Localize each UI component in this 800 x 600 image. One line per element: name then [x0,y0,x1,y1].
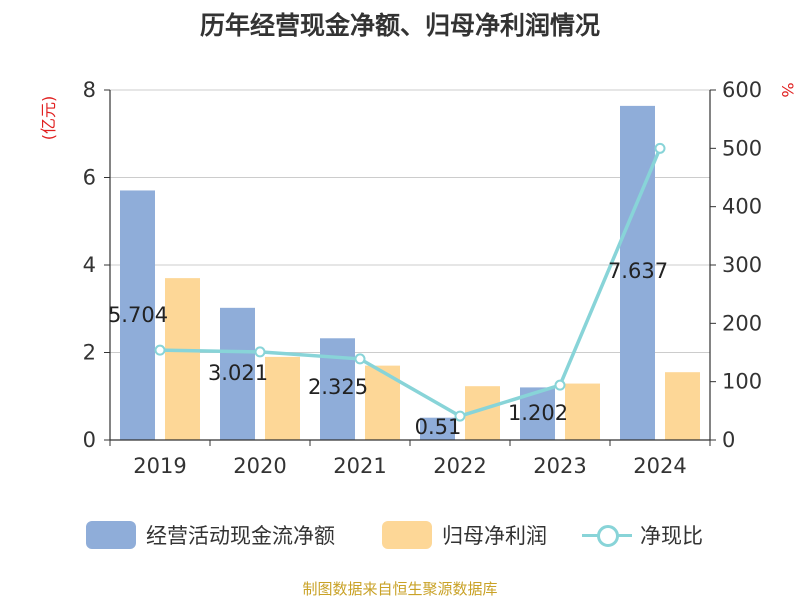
bar-cashflow [120,190,155,440]
right-tick-label: 200 [722,311,762,335]
right-tick-label: 500 [722,136,762,160]
data-label-cashflow: 7.637 [608,259,668,283]
ratio-point [354,353,366,365]
bar-cashflow [220,307,255,440]
legend-swatch-cashflow [86,521,136,549]
legend-item-cashflow[interactable]: 经营活动现金流净额 [86,518,335,552]
x-tick-label: 2021 [333,454,386,478]
x-tick-label: 2020 [233,454,286,478]
x-tick-label: 2022 [433,454,486,478]
left-axis-unit: (亿元) [39,96,58,141]
ratio-point [654,142,666,154]
data-label-cashflow: 0.51 [415,415,462,439]
data-label-cashflow: 1.202 [508,401,568,425]
data-labels: 5.704 3.021 2.325 0.51 1.202 7.637 [108,259,668,439]
bar-cashflow [420,417,455,440]
legend-swatch-profit [382,521,432,549]
left-tick-label: 6 [83,166,96,190]
legend-item-profit[interactable]: 归母净利润 [382,518,547,552]
ratio-point [154,344,166,356]
bar-profit [665,372,700,440]
bars [120,105,700,440]
bar-profit [165,278,200,440]
right-tick-label: 400 [722,195,762,219]
left-tick-label: 0 [83,428,96,452]
legend-label-profit: 归母净利润 [442,524,547,548]
x-tick-label: 2019 [133,454,186,478]
x-tick-label: 2023 [533,454,586,478]
legend-item-ratio[interactable]: 净现比 [582,518,703,552]
data-label-cashflow: 5.704 [108,303,168,327]
ratio-point [254,346,266,358]
bar-cashflow [620,105,655,440]
chart-title: 历年经营现金净额、归母净利润情况 [199,11,600,40]
x-tick-label: 2024 [633,454,686,478]
left-tick-label: 2 [83,341,96,365]
right-axis-unit: % [778,82,797,97]
source-note: 制图数据来自恒生聚源数据库 [302,580,498,598]
legend-line-marker-icon [582,521,632,549]
ratio-point [454,410,466,422]
bar-profit [565,383,600,440]
ratio-line [154,142,666,422]
ratio-line-path [159,147,662,418]
data-label-cashflow: 2.325 [308,375,368,399]
right-tick-label: 600 [722,78,762,102]
legend-label-ratio: 净现比 [640,524,703,548]
right-tick-label: 0 [722,428,735,452]
bar-profit [265,356,300,440]
right-tick-label: 300 [722,253,762,277]
left-tick-label: 4 [83,253,96,277]
ratio-point [554,379,566,391]
right-tick-label: 100 [722,370,762,394]
left-tick-label: 8 [83,78,96,102]
legend-label-cashflow: 经营活动现金流净额 [146,524,335,548]
axes: 0 2 4 6 8 0 100 200 300 400 500 600 2019 2020 2021 2022… [83,78,762,478]
data-label-cashflow: 3.021 [208,361,268,385]
legend: 经营活动现金流净额 归母净利润 净现比 [0,518,800,552]
